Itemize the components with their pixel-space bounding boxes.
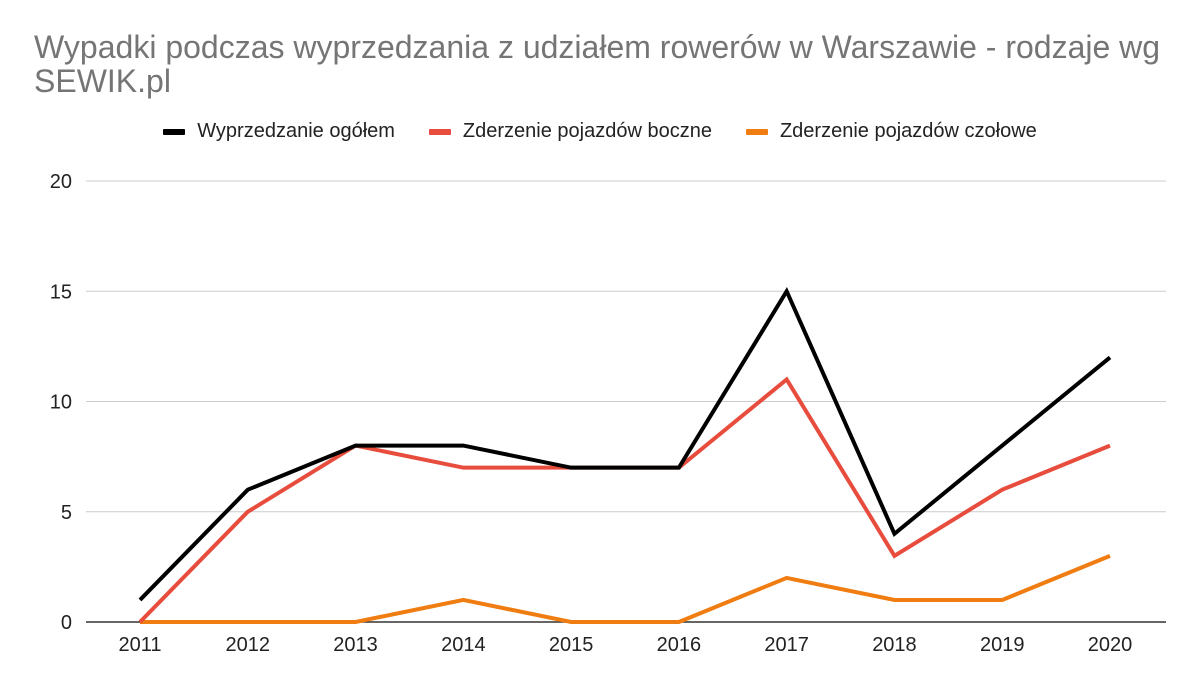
x-tick-label-2019: 2019 [980,634,1025,656]
legend-item-overall: Wyprzedzanie ogółem [163,120,395,143]
x-tick-label-2018: 2018 [872,634,917,656]
chart-title: Wypadki podczas wyprzedzania z udziałem … [34,29,1161,99]
legend-label-overall: Wyprzedzanie ogółem [197,120,395,142]
y-tick-label-0: 0 [61,612,72,634]
legend-swatch-overall [163,128,186,135]
x-tick-label-2015: 2015 [549,634,594,656]
series-line-1 [138,376,1111,624]
y-axis-tick-labels: 0 5 10 15 20 [50,171,72,634]
legend-swatch-head-on-collision [745,128,768,135]
series-line-2 [140,553,1111,624]
legend-item-head-on-collision: Zderzenie pojazdów czołowe [745,120,1037,143]
x-tick-label-2016: 2016 [657,634,702,656]
gridlines [86,180,1166,623]
series-lines [138,286,1112,624]
chart-legend: Wyprzedzanie ogółem Zderzenie pojazdów b… [0,120,1200,143]
y-tick-label-20: 20 [50,171,72,193]
y-tick-label-15: 15 [50,281,72,303]
x-tick-label-2020: 2020 [1088,634,1133,656]
x-tick-label-2017: 2017 [764,634,809,656]
legend-label-head-on-collision: Zderzenie pojazdów czołowe [779,120,1037,142]
x-tick-label-2013: 2013 [333,634,378,656]
series-line-0 [138,286,1112,602]
x-tick-label-2014: 2014 [441,634,486,656]
x-axis-tick-labels: 2011 2012 2013 2014 2015 2016 2017 2018 2019 2020 [118,634,1132,656]
x-tick-label-2011: 2011 [118,634,161,656]
y-tick-label-5: 5 [61,502,72,524]
legend-swatch-side-collision [428,128,451,135]
legend-item-side-collision: Zderzenie pojazdów boczne [428,120,712,143]
y-tick-label-10: 10 [50,392,72,414]
legend-label-side-collision: Zderzenie pojazdów boczne [462,120,712,142]
x-tick-label-2012: 2012 [226,634,271,656]
